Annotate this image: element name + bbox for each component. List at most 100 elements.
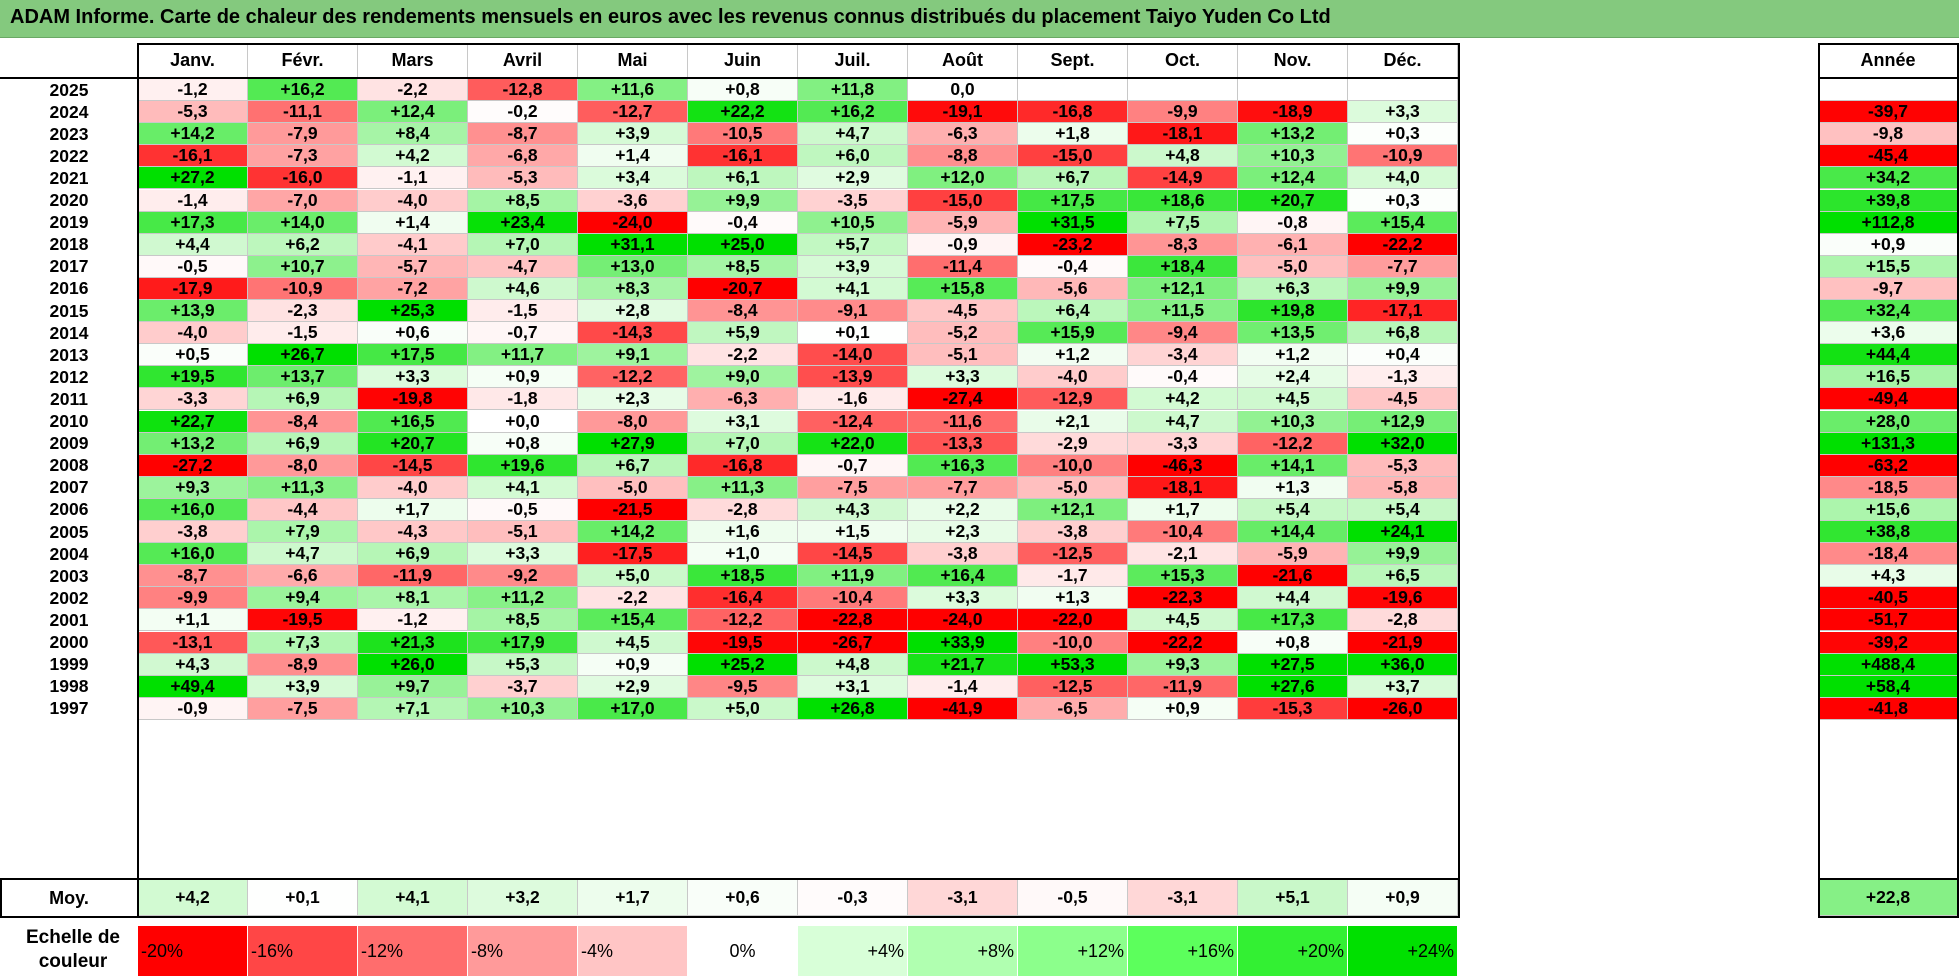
heatmap-cell: +2,3 bbox=[908, 521, 1018, 544]
heatmap-cell: +8,1 bbox=[358, 587, 468, 610]
heatmap-cell bbox=[1238, 79, 1348, 102]
annual-cell: -51,7 bbox=[1818, 609, 1959, 632]
year-label: 2018 bbox=[0, 233, 138, 256]
heatmap-cell: +4,6 bbox=[468, 277, 578, 300]
heatmap-cell: +0,8 bbox=[688, 79, 798, 102]
heatmap-cell: -0,9 bbox=[138, 697, 248, 720]
heatmap-cell: +4,8 bbox=[798, 653, 908, 676]
heatmap-cell: +16,2 bbox=[248, 79, 358, 102]
heatmap-cell: +15,4 bbox=[578, 609, 688, 632]
annual-cell: -9,7 bbox=[1818, 277, 1959, 300]
heatmap-cell: -7,5 bbox=[798, 476, 908, 499]
heatmap-cell: -0,7 bbox=[468, 322, 578, 345]
heatmap-cell: -12,5 bbox=[1018, 543, 1128, 566]
year-label: 2011 bbox=[0, 388, 138, 411]
heatmap-cell: +21,3 bbox=[358, 631, 468, 654]
annual-cell: -18,5 bbox=[1818, 476, 1959, 499]
heatmap-cell: +1,7 bbox=[1128, 498, 1238, 521]
heatmap-cell: +4,0 bbox=[1348, 167, 1458, 190]
month-header: Nov. bbox=[1238, 44, 1348, 78]
heatmap-cell: -3,8 bbox=[138, 521, 248, 544]
heatmap-cell: +10,3 bbox=[1238, 145, 1348, 168]
heatmap-cell: -1,4 bbox=[908, 675, 1018, 698]
heatmap-cell: -3,3 bbox=[138, 388, 248, 411]
heatmap-cell: +9,0 bbox=[688, 366, 798, 389]
heatmap-cell: +11,3 bbox=[248, 476, 358, 499]
heatmap-cell: +0,9 bbox=[1128, 697, 1238, 720]
heatmap-cell: -5,0 bbox=[1238, 255, 1348, 278]
heatmap-cell: +27,9 bbox=[578, 432, 688, 455]
heatmap-cell: +18,5 bbox=[688, 565, 798, 588]
year-label: 2019 bbox=[0, 211, 138, 234]
heatmap-cell: -4,0 bbox=[358, 189, 468, 212]
heatmap-cell: +22,2 bbox=[688, 101, 798, 124]
heatmap-cell: +53,3 bbox=[1018, 653, 1128, 676]
heatmap-cell: +22,0 bbox=[798, 432, 908, 455]
heatmap-cell: +0,1 bbox=[798, 322, 908, 345]
heatmap-cell: +4,5 bbox=[578, 631, 688, 654]
heatmap-cell: +5,0 bbox=[688, 697, 798, 720]
heatmap-cell: -12,4 bbox=[798, 410, 908, 433]
heatmap-cell: -11,1 bbox=[248, 101, 358, 124]
heatmap-cell: -12,7 bbox=[578, 101, 688, 124]
year-label: 2024 bbox=[0, 101, 138, 124]
heatmap-cell: +21,7 bbox=[908, 653, 1018, 676]
heatmap-cell: +0,6 bbox=[358, 322, 468, 345]
heatmap-cell bbox=[1128, 79, 1238, 102]
heatmap-cell: +2,8 bbox=[578, 300, 688, 323]
heatmap-cell: -16,8 bbox=[1018, 101, 1128, 124]
heatmap-cell: +1,1 bbox=[138, 609, 248, 632]
annual-cell: +28,0 bbox=[1818, 410, 1959, 433]
heatmap-cell: +7,3 bbox=[248, 631, 358, 654]
heatmap-cell: +9,9 bbox=[1348, 543, 1458, 566]
heatmap-cell: +5,7 bbox=[798, 233, 908, 256]
heatmap-cell: -16,8 bbox=[688, 454, 798, 477]
heatmap-cell: -7,3 bbox=[248, 145, 358, 168]
heatmap-cell: -5,3 bbox=[1348, 454, 1458, 477]
heatmap-cell: -24,0 bbox=[908, 609, 1018, 632]
heatmap-cell: +3,4 bbox=[578, 167, 688, 190]
average-cell: +4,2 bbox=[138, 880, 248, 916]
heatmap-cell: +27,5 bbox=[1238, 653, 1348, 676]
heatmap-cell: -6,5 bbox=[1018, 697, 1128, 720]
heatmap-cell: -6,3 bbox=[688, 388, 798, 411]
heatmap-cell: +13,9 bbox=[138, 300, 248, 323]
month-header: Août bbox=[908, 44, 1018, 78]
heatmap-cell: -19,5 bbox=[248, 609, 358, 632]
heatmap-cell: +10,3 bbox=[1238, 410, 1348, 433]
heatmap-cell: +12,4 bbox=[1238, 167, 1348, 190]
heatmap-cell: +25,3 bbox=[358, 300, 468, 323]
heatmap-cell: +0,9 bbox=[578, 653, 688, 676]
annual-cell: +4,3 bbox=[1818, 565, 1959, 588]
heatmap-cell: +9,3 bbox=[138, 476, 248, 499]
heatmap-cell: +14,4 bbox=[1238, 521, 1348, 544]
heatmap-cell: -13,3 bbox=[908, 432, 1018, 455]
average-cell: -3,1 bbox=[908, 880, 1018, 916]
heatmap-cell: -4,5 bbox=[908, 300, 1018, 323]
heatmap-cell: +9,7 bbox=[358, 675, 468, 698]
average-cell: -0,3 bbox=[798, 880, 908, 916]
heatmap-cell: -14,5 bbox=[798, 543, 908, 566]
heatmap-cell: -1,8 bbox=[468, 388, 578, 411]
annual-cell: +131,3 bbox=[1818, 432, 1959, 455]
legend-step: -8% bbox=[468, 926, 578, 976]
average-cell: +0,9 bbox=[1348, 880, 1458, 916]
heatmap-cell: +9,3 bbox=[1128, 653, 1238, 676]
heatmap-cell: -1,4 bbox=[138, 189, 248, 212]
year-label: 2015 bbox=[0, 300, 138, 323]
heatmap-cell: -8,0 bbox=[248, 454, 358, 477]
heatmap-cell: +22,7 bbox=[138, 410, 248, 433]
heatmap-cell: -12,2 bbox=[1238, 432, 1348, 455]
heatmap-cell: +20,7 bbox=[1238, 189, 1348, 212]
heatmap-cell: -15,0 bbox=[1018, 145, 1128, 168]
heatmap-cell: +14,1 bbox=[1238, 454, 1348, 477]
heatmap-cell: +4,4 bbox=[138, 233, 248, 256]
heatmap-cell: +33,9 bbox=[908, 631, 1018, 654]
heatmap-cell: +27,2 bbox=[138, 167, 248, 190]
heatmap-cell: +16,0 bbox=[138, 543, 248, 566]
heatmap-cell: +7,5 bbox=[1128, 211, 1238, 234]
heatmap-cell: +16,5 bbox=[358, 410, 468, 433]
legend-step: -4% bbox=[578, 926, 688, 976]
heatmap-cell: +0,3 bbox=[1348, 123, 1458, 146]
annual-cell: -41,8 bbox=[1818, 697, 1959, 720]
